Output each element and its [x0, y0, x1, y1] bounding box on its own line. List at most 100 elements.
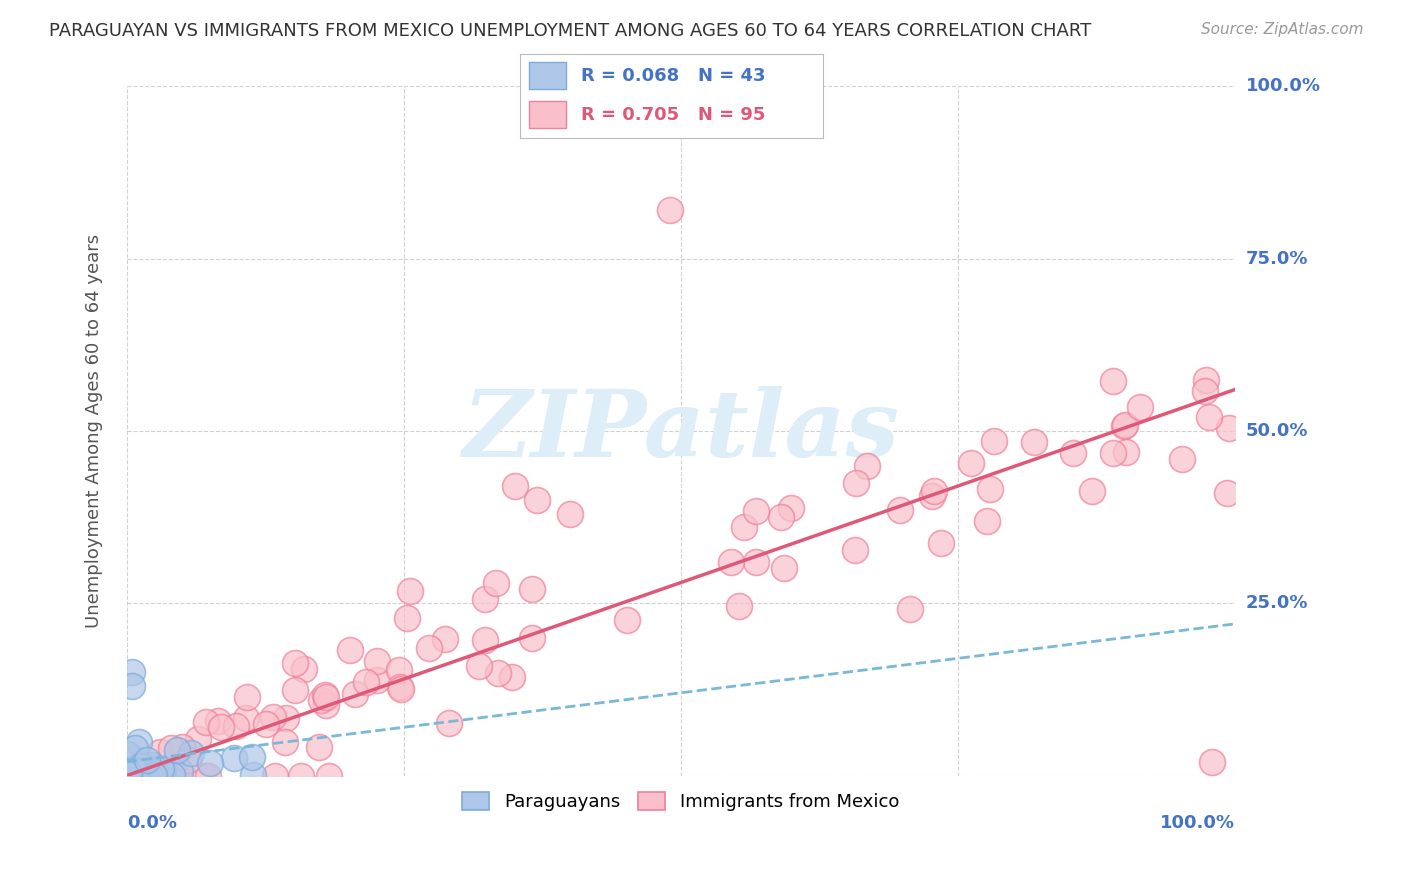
Point: [292, 662, 315, 676]
Point: [170, 739, 193, 754]
Point: [160, 768, 183, 782]
Point: [262, 710, 284, 724]
Point: [135, 768, 157, 782]
Point: [929, 536, 952, 550]
Point: [433, 632, 456, 646]
Point: [1198, 409, 1220, 424]
Point: [1114, 418, 1136, 433]
Point: [388, 663, 411, 677]
Point: [308, 739, 330, 754]
Point: [503, 479, 526, 493]
Point: [125, 764, 148, 778]
Point: [129, 759, 152, 773]
Point: [136, 753, 159, 767]
Point: [399, 584, 422, 599]
Point: [148, 745, 170, 759]
Point: [315, 698, 337, 712]
Text: 100.0%: 100.0%: [1160, 814, 1234, 832]
Point: [124, 762, 146, 776]
Point: [284, 682, 307, 697]
Point: [159, 740, 181, 755]
Text: R = 0.705   N = 95: R = 0.705 N = 95: [581, 105, 765, 123]
Point: [1081, 484, 1104, 499]
Point: [135, 761, 157, 775]
Point: [273, 735, 295, 749]
Point: [165, 768, 187, 782]
Point: [122, 767, 145, 781]
Point: [122, 762, 145, 776]
Point: [117, 767, 139, 781]
Point: [125, 761, 148, 775]
Point: [522, 632, 544, 646]
Point: [141, 757, 163, 772]
Point: [142, 768, 165, 782]
Point: [845, 475, 868, 490]
Text: 50.0%: 50.0%: [1246, 422, 1308, 440]
Point: [898, 602, 921, 616]
Point: [1115, 445, 1137, 459]
Point: [745, 555, 768, 569]
Point: [124, 765, 146, 780]
Point: [773, 561, 796, 575]
Point: [284, 656, 307, 670]
Point: [1022, 435, 1045, 450]
Point: [120, 767, 142, 781]
Text: R = 0.068   N = 43: R = 0.068 N = 43: [581, 67, 765, 85]
Point: [389, 681, 412, 696]
Point: [160, 764, 183, 778]
Point: [127, 763, 149, 777]
Point: [728, 599, 751, 613]
Point: [343, 687, 366, 701]
Point: [976, 514, 998, 528]
Point: [558, 507, 581, 521]
Point: [132, 768, 155, 782]
Point: [979, 482, 1001, 496]
Point: [769, 510, 792, 524]
Point: [959, 456, 981, 470]
Text: 75.0%: 75.0%: [1246, 250, 1308, 268]
Point: [526, 492, 548, 507]
Point: [921, 489, 943, 503]
Point: [166, 743, 188, 757]
Point: [616, 613, 638, 627]
Point: [115, 747, 138, 761]
Point: [922, 484, 945, 499]
Point: [315, 690, 337, 704]
Point: [149, 763, 172, 777]
Point: [195, 715, 218, 730]
Point: [1218, 421, 1240, 435]
Text: ZIPatlas: ZIPatlas: [463, 386, 900, 476]
Point: [236, 690, 259, 704]
Text: 100.0%: 100.0%: [1246, 78, 1320, 95]
Point: [309, 693, 332, 707]
Point: [318, 768, 340, 782]
Point: [366, 655, 388, 669]
Point: [152, 766, 174, 780]
Point: [1194, 384, 1216, 398]
Point: [1170, 452, 1192, 467]
Point: [162, 768, 184, 782]
Point: [209, 720, 232, 734]
Point: [745, 504, 768, 518]
Point: [124, 752, 146, 766]
Point: [118, 766, 141, 780]
Text: 0.0%: 0.0%: [127, 814, 177, 832]
Point: [121, 665, 143, 680]
Point: [658, 203, 681, 218]
Point: [197, 768, 219, 782]
Point: [844, 543, 866, 558]
Point: [129, 757, 152, 772]
Point: [339, 643, 361, 657]
Point: [501, 670, 523, 684]
Point: [254, 717, 277, 731]
Point: [207, 714, 229, 728]
Text: 25.0%: 25.0%: [1246, 594, 1308, 612]
Point: [779, 501, 801, 516]
Point: [193, 768, 215, 782]
Point: [366, 673, 388, 687]
Point: [418, 641, 440, 656]
Point: [1216, 486, 1239, 500]
Text: PARAGUAYAN VS IMMIGRANTS FROM MEXICO UNEMPLOYMENT AMONG AGES 60 TO 64 YEARS CORR: PARAGUAYAN VS IMMIGRANTS FROM MEXICO UNE…: [49, 22, 1091, 40]
Point: [177, 753, 200, 767]
Text: Source: ZipAtlas.com: Source: ZipAtlas.com: [1201, 22, 1364, 37]
